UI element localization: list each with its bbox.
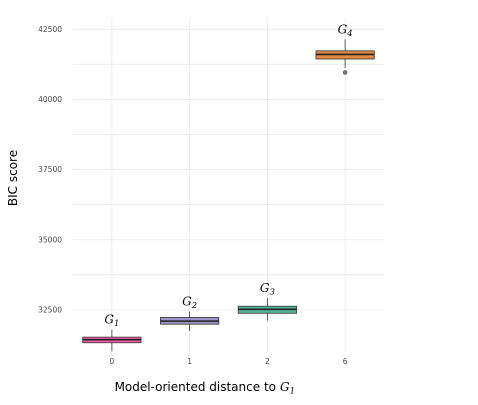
y-axis-title: BIC score (6, 150, 20, 206)
outlier-point (342, 70, 348, 75)
y-tick-label: 35000 (38, 235, 62, 244)
box-2 (237, 298, 297, 321)
x-tick-label: 1 (187, 357, 192, 366)
labels-layer: G1 G2 G3 G4 (104, 22, 352, 329)
group-label-0: G1 (104, 313, 119, 330)
y-tick-label: 32500 (38, 305, 62, 314)
y-tick-label: 42500 (38, 25, 62, 34)
box-6 (315, 39, 375, 75)
x-tick-label: 2 (265, 357, 270, 366)
x-axis-title: Model-oriented distance to (115, 380, 276, 394)
group-label-1: G2 (182, 295, 197, 312)
group-label-6: G4 (338, 22, 353, 39)
box-1 (160, 311, 220, 331)
x-tick-label: 6 (343, 357, 348, 366)
x-tick-label: 0 (109, 357, 114, 366)
boxes-layer (82, 39, 375, 352)
group-label-2: G3 (260, 281, 275, 298)
y-tick-label: 40000 (38, 95, 62, 104)
y-tick-label: 37500 (38, 165, 62, 174)
box-0 (82, 329, 142, 352)
ticks-layer: 32500 35000 37500 40000 42500 0 1 2 6 (38, 25, 348, 366)
x-axis-title-math: G1 (280, 380, 295, 397)
grid-layer (73, 18, 384, 352)
